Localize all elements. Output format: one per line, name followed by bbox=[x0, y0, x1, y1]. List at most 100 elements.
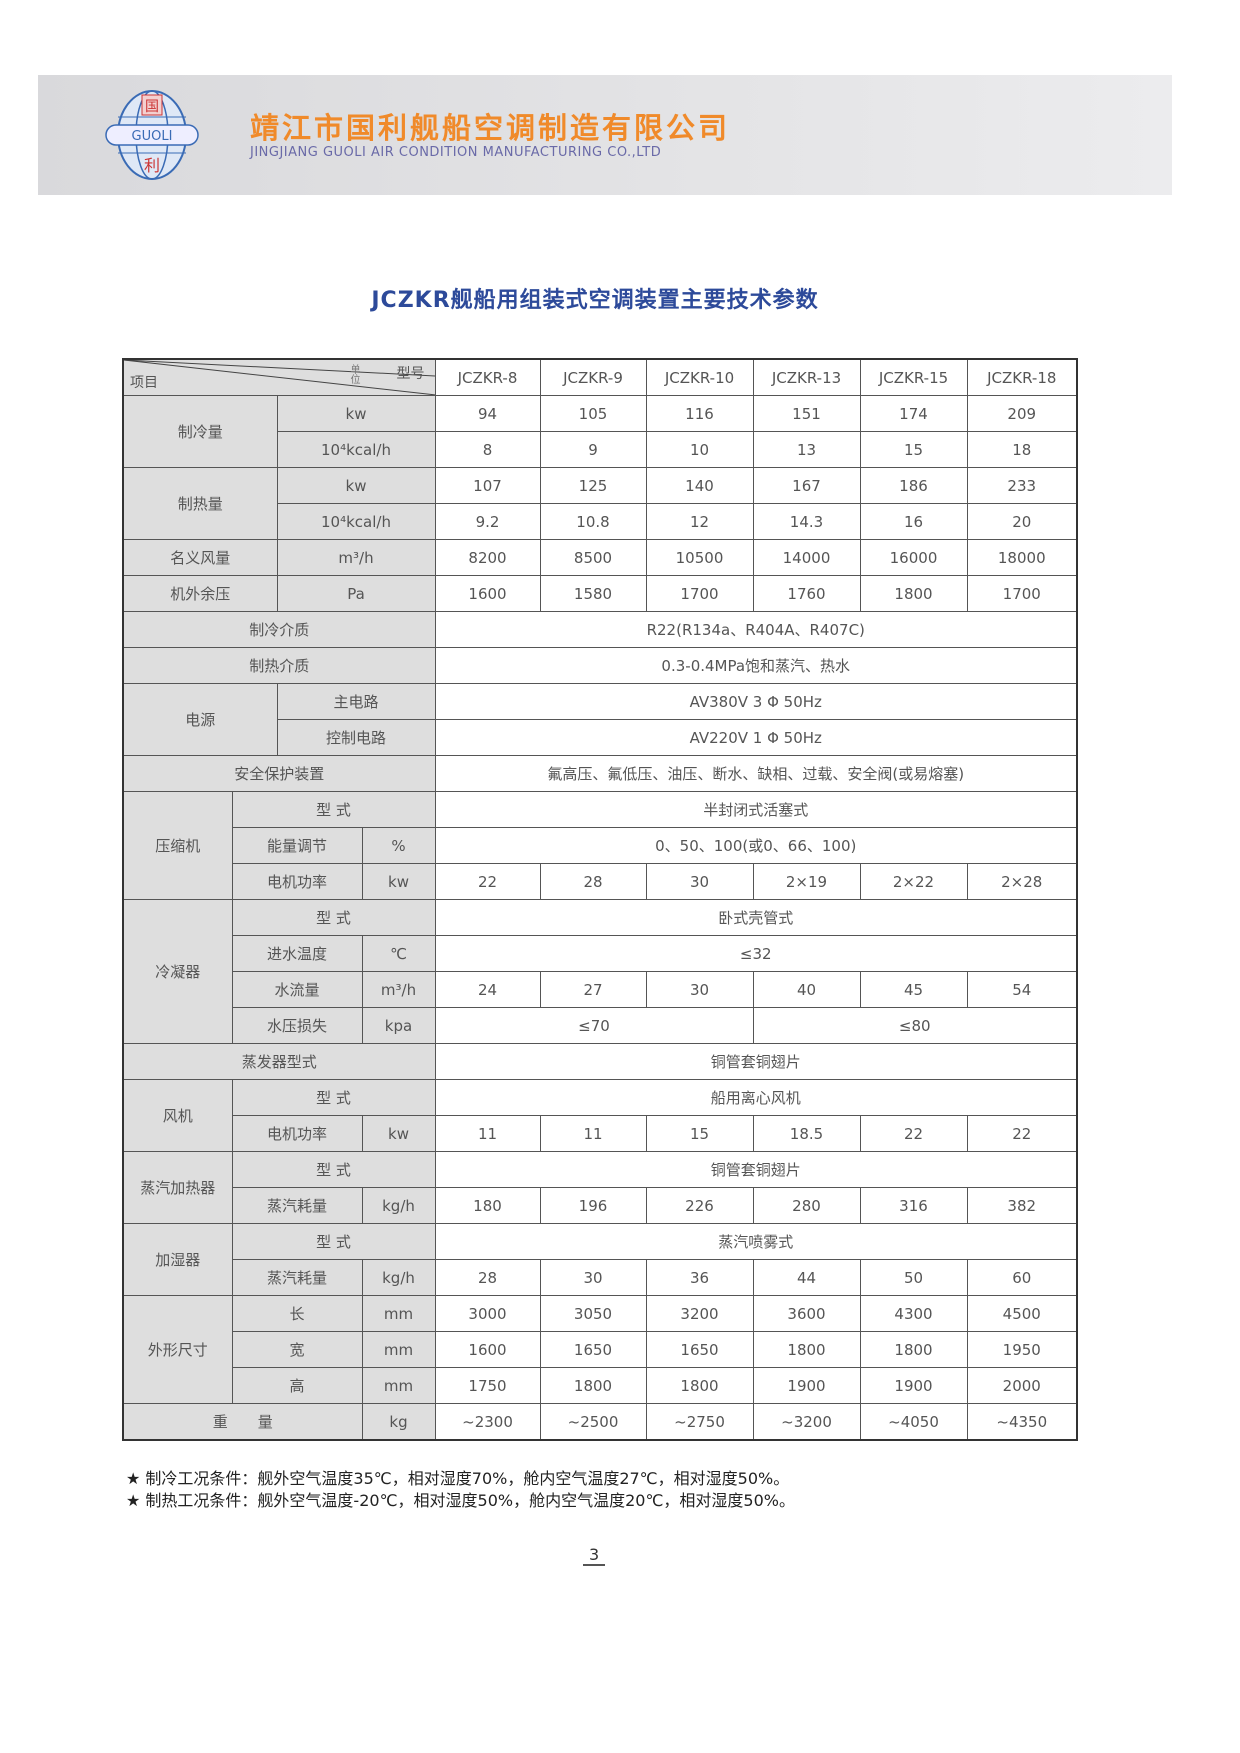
model-header: JCZKR-9 bbox=[539, 358, 647, 396]
model-header: JCZKR-8 bbox=[434, 358, 541, 396]
unit-cell: 10⁴kcal/h bbox=[276, 503, 436, 540]
sub-label: 主电路 bbox=[276, 683, 436, 720]
value-cell: 140 bbox=[645, 467, 754, 504]
value-cell: 233 bbox=[966, 467, 1078, 504]
spec-table: 项目 单位 型号 JCZKR-8 JCZKR-9 JCZKR-10 JCZKR-13 JCZK… bbox=[122, 358, 1078, 1441]
value-cell: 36 bbox=[645, 1259, 754, 1296]
value-cell: 卧式壳管式 bbox=[434, 899, 1078, 936]
value-cell: 13 bbox=[752, 431, 861, 468]
page-title: JCZKR舰船用组装式空调装置主要技术参数 bbox=[371, 288, 819, 313]
value-cell: 9 bbox=[539, 431, 647, 468]
sub-label: 电机功率 bbox=[231, 863, 363, 900]
value-cell: 14000 bbox=[752, 539, 861, 576]
svg-text:国: 国 bbox=[145, 99, 159, 115]
table-row: 蒸发器型式 铜管套铜翅片 bbox=[122, 1043, 1078, 1080]
unit-cell: mm bbox=[361, 1367, 436, 1404]
sub-label: 蒸汽耗量 bbox=[231, 1259, 363, 1296]
value-cell: 3050 bbox=[539, 1295, 647, 1332]
value-cell: 氟高压、氟低压、油压、断水、缺相、过载、安全阀(或易熔塞) bbox=[434, 755, 1078, 792]
value-cell: 22 bbox=[966, 1115, 1078, 1152]
value-cell: ≤80 bbox=[752, 1007, 1078, 1044]
value-cell: 1700 bbox=[645, 575, 754, 612]
value-cell: 1900 bbox=[752, 1367, 861, 1404]
value-cell: 27 bbox=[539, 971, 647, 1008]
row-label-evaporator: 蒸发器型式 bbox=[122, 1043, 436, 1080]
table-row: 外形尺寸长 mm 3000 3050 3200 3600 4300 4500 bbox=[122, 1295, 1078, 1404]
value-cell: 4300 bbox=[859, 1295, 968, 1332]
value-cell: 3000 bbox=[434, 1295, 541, 1332]
value-cell: 1760 bbox=[752, 575, 861, 612]
value-cell: 44 bbox=[752, 1259, 861, 1296]
value-cell: ~2500 bbox=[539, 1403, 647, 1441]
table-row: 水压损失 kpa ≤70 ≤80 bbox=[123, 1007, 1078, 1044]
value-cell: ~2300 bbox=[434, 1403, 541, 1441]
value-cell: 18000 bbox=[966, 539, 1078, 576]
value-cell: 20 bbox=[966, 503, 1078, 540]
value-cell: 186 bbox=[859, 467, 968, 504]
table-row: 压缩机型 式半封闭式活塞式 bbox=[122, 791, 1078, 900]
table-row: 宽 mm 1600 1650 1650 1800 1800 1950 bbox=[123, 1331, 1078, 1368]
row-label-weight: 重 量 bbox=[122, 1403, 363, 1441]
value-cell: 3200 bbox=[645, 1295, 754, 1332]
value-cell: 铜管套铜翅片 bbox=[434, 1151, 1078, 1188]
row-label-humidifier: 加湿器 bbox=[122, 1223, 233, 1296]
value-cell: 1580 bbox=[539, 575, 647, 612]
unit-cell: kw bbox=[361, 1115, 436, 1152]
value-cell: 10500 bbox=[645, 539, 754, 576]
value-cell: 1600 bbox=[434, 1331, 541, 1368]
value-cell: 1900 bbox=[859, 1367, 968, 1404]
svg-text:GUOLI: GUOLI bbox=[132, 129, 173, 144]
value-cell: 1800 bbox=[859, 575, 968, 612]
row-label-compressor: 压缩机 bbox=[122, 791, 233, 900]
unit-cell: Pa bbox=[276, 575, 436, 612]
value-cell: 2000 bbox=[966, 1367, 1078, 1404]
row-label-airflow: 名义风量 bbox=[122, 539, 278, 576]
value-cell: 9.2 bbox=[434, 503, 541, 540]
corner-unit-label: 单位 bbox=[348, 364, 359, 384]
value-cell: 0、50、100(或0、66、100) bbox=[434, 827, 1078, 864]
row-label-refrigerant: 制冷介质 bbox=[122, 611, 436, 648]
table-row: 制冷量 kw 94 105 116 151 174 209 bbox=[122, 395, 1078, 468]
sub-label: 控制电路 bbox=[276, 719, 436, 756]
sub-label: 型 式 bbox=[231, 899, 436, 936]
unit-cell: mm bbox=[361, 1295, 436, 1332]
table-row: 蒸汽加热器型 式铜管套铜翅片 bbox=[122, 1151, 1078, 1224]
value-cell: 107 bbox=[434, 467, 541, 504]
value-cell: ~4050 bbox=[859, 1403, 968, 1441]
sub-label: 型 式 bbox=[231, 1079, 436, 1116]
table-row: 风机型 式船用离心风机 bbox=[122, 1079, 1078, 1152]
corner-cell: 项目 单位 型号 bbox=[122, 358, 436, 396]
value-cell: 226 bbox=[645, 1187, 754, 1224]
table-row: 制热量 kw 107 125 140 167 186 233 bbox=[122, 467, 1078, 540]
value-cell: 60 bbox=[966, 1259, 1078, 1296]
value-cell: 28 bbox=[434, 1259, 541, 1296]
unit-cell: kg/h bbox=[361, 1187, 436, 1224]
table-row: 蒸汽耗量 kg/h 28 30 36 44 50 60 bbox=[123, 1259, 1078, 1296]
value-cell: 151 bbox=[752, 395, 861, 432]
sub-label: 水压损失 bbox=[231, 1007, 363, 1044]
value-cell: 30 bbox=[539, 1259, 647, 1296]
value-cell: ~3200 bbox=[752, 1403, 861, 1441]
model-header: JCZKR-18 bbox=[966, 358, 1078, 396]
value-cell: 1800 bbox=[645, 1367, 754, 1404]
company-name-cn: 靖江市国利舰船空调制造有限公司 bbox=[250, 111, 731, 145]
table-row: 进水温度 ℃ ≤32 bbox=[123, 935, 1078, 972]
value-cell: 8200 bbox=[434, 539, 541, 576]
value-cell: 半封闭式活塞式 bbox=[434, 791, 1078, 828]
sub-label: 型 式 bbox=[231, 1151, 436, 1188]
value-cell: 382 bbox=[966, 1187, 1078, 1224]
table-row: 电机功率 kw 11 11 15 18.5 22 22 bbox=[123, 1115, 1078, 1152]
row-label-pressure: 机外余压 bbox=[122, 575, 278, 612]
value-cell: 125 bbox=[539, 467, 647, 504]
value-cell: 15 bbox=[645, 1115, 754, 1152]
sub-label: 型 式 bbox=[231, 791, 436, 828]
value-cell: 12 bbox=[645, 503, 754, 540]
value-cell: 2×22 bbox=[859, 863, 968, 900]
value-cell: 30 bbox=[645, 971, 754, 1008]
sub-label: 进水温度 bbox=[231, 935, 363, 972]
model-header: JCZKR-13 bbox=[752, 358, 861, 396]
table-row: 制冷介质 R22(R134a、R404A、R407C) bbox=[122, 611, 1078, 648]
page-number: 3 bbox=[583, 1545, 606, 1566]
value-cell: 1650 bbox=[645, 1331, 754, 1368]
row-label-safety: 安全保护装置 bbox=[122, 755, 436, 792]
